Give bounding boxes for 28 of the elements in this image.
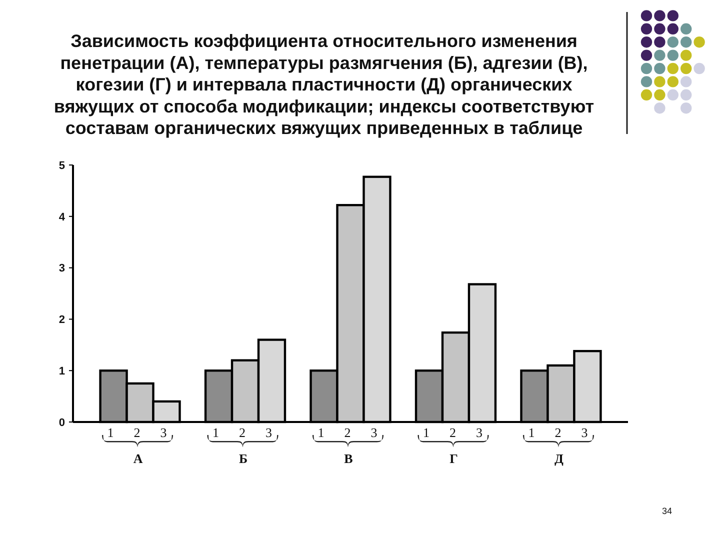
- text: 2: [554, 425, 562, 440]
- y-tick-label: 1: [58, 365, 65, 378]
- text: 3: [581, 425, 588, 440]
- y-tick-label: 5: [58, 160, 65, 172]
- text: 3: [370, 425, 378, 440]
- x-tick-label: Г: [450, 451, 458, 466]
- text: 2: [449, 425, 456, 440]
- chart-title: Зависимость коэффициента относительного изменения пенетрации (А), температуры размягчения (Б), адгезии (В), когезии (Г) и интервала пластичности (Д) органических вяжущих от способа модификации; индексы соответствуют составам органических вяжущих приведенных в таблице: [54, 31, 594, 138]
- text: 3: [476, 425, 482, 440]
- series-label: 2: [134, 425, 140, 440]
- text: 1: [423, 425, 430, 440]
- text: 2: [239, 425, 246, 440]
- text: 1: [212, 425, 220, 440]
- x-tick-label: В: [344, 451, 354, 466]
- x-tick-label: Д: [554, 451, 564, 466]
- text: 3: [265, 425, 272, 440]
- series-label: 3: [160, 425, 167, 440]
- text: 1: [528, 425, 535, 440]
- text: 2: [344, 425, 351, 440]
- text: 34: [662, 506, 672, 516]
- series-label: 1: [107, 425, 114, 440]
- x-tick-label: А: [133, 451, 144, 466]
- y-tick-label: 4: [58, 211, 66, 224]
- x-tick-label: Б: [238, 451, 248, 466]
- y-tick-label: 3: [58, 262, 65, 275]
- y-tick-label: 0: [58, 416, 65, 429]
- y-tick-label: 2: [58, 314, 65, 326]
- text: 1: [318, 425, 324, 440]
